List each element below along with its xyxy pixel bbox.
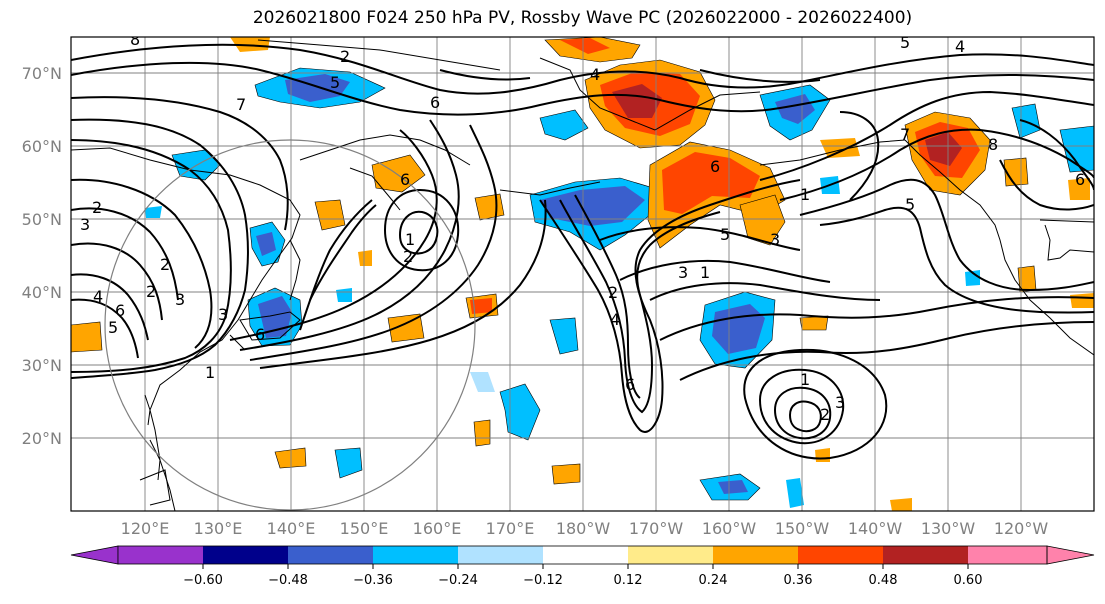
contour-label: 2 [92,198,102,217]
colorbar-high-extend [1046,545,1095,565]
colorbar-tick-label: 0.36 [784,573,813,588]
lat-label: 70°N [22,64,62,83]
contour-label: 3 [770,230,780,249]
rossby-wave-radius-circle [104,139,476,511]
lon-label: 170°W [629,519,684,538]
contour-label: 5 [330,73,340,92]
colorbar-segment [373,546,458,564]
map-frame [70,36,1095,512]
contour-label: 6 [255,325,265,344]
contour-label: 2 [160,255,170,274]
colorbar-low-extend [70,545,119,565]
contour-label: 2 [820,405,830,424]
contour-label: 6 [625,375,635,394]
contour-label: 4 [610,310,620,329]
contour-label: 1 [205,363,215,382]
contour-label: 4 [590,65,600,84]
colorbar-tick-label: 0.24 [699,573,728,588]
contour-label: 3 [80,215,90,234]
colorbar-segment [628,546,713,564]
lon-label: 140°W [848,519,903,538]
contour-label: 2 [146,282,156,301]
colorbar-frame [117,545,1048,565]
contour-label: 5 [900,33,910,52]
colorbar-segment [968,546,1047,564]
contour-label: 6 [400,170,410,189]
contour-label: 6 [1075,170,1085,189]
contour-label: 1 [800,370,810,389]
pv-contours [71,43,1094,460]
contour-label: 3 [218,305,228,324]
longitude-labels: 120°E 130°E 140°E 150°E 160°E 170°E 180°… [121,519,1049,538]
contour-label: 7 [236,95,246,114]
colorbar-tick-label: 0.12 [614,573,643,588]
colorbar-tick-label: −0.36 [353,573,393,588]
map-background [71,37,1094,511]
contour-label: 7 [900,125,910,144]
lon-label: 180°W [556,519,611,538]
contour-label: 6 [710,157,720,176]
contour-label: 5 [905,195,915,214]
contour-label: 8 [988,135,998,154]
colorbar-tick-label: −0.24 [438,573,478,588]
contour-label: 5 [108,318,118,337]
lon-label: 130°E [194,519,243,538]
lon-label: 160°W [702,519,757,538]
contour-label: 3 [175,290,185,309]
colorbar-segment [203,546,288,564]
colorbar-tick-label: −0.60 [183,573,223,588]
lon-label: 130°W [921,519,976,538]
colorbar-tick-label: 0.60 [954,573,983,588]
contour-label: 1 [700,263,710,282]
colorbar-tick-label: −0.12 [523,573,563,588]
colorbar-ticks [202,564,969,569]
lat-label: 50°N [22,210,62,229]
colorbar: −0.60 −0.48 −0.36 −0.24 −0.12 0.12 0.24 … [70,545,1095,588]
contour-label: 3 [678,263,688,282]
lon-label: 170°E [486,519,535,538]
graticule [71,37,1094,511]
lat-label: 60°N [22,137,62,156]
colorbar-segment [798,546,883,564]
lat-label: 30°N [22,356,62,375]
colorbar-tick-label: −0.48 [268,573,308,588]
colorbar-segment [883,546,968,564]
contour-label: 6 [115,301,125,320]
contour-label: 1 [405,230,415,249]
colorbar-segment [543,546,628,564]
contour-label: 1 [800,185,810,204]
contour-label: 6 [430,93,440,112]
coastlines [71,39,1094,511]
lon-label: 120°E [121,519,170,538]
latitude-labels: 70°N 60°N 50°N 40°N 30°N 20°N [22,64,62,448]
contour-label: 5 [720,225,730,244]
map-title: 2026021800 F024 250 hPa PV, Rossby Wave … [252,8,913,28]
lon-label: 150°W [775,519,830,538]
contour-label: 2 [403,247,413,266]
colorbar-tick-label: 0.48 [869,573,898,588]
lon-label: 140°E [267,519,316,538]
contour-labels: 8 5 4 6 2 7 5 1 6 2 3 2 2 1 6 4 6 5 3 2 … [80,30,1085,424]
contour-label: 3 [835,393,845,412]
lon-label: 120°W [994,519,1049,538]
colorbar-segment [288,546,373,564]
colorbar-segment [713,546,798,564]
lat-label: 40°N [22,283,62,302]
lon-label: 160°E [413,519,462,538]
contour-label: 4 [955,37,965,56]
contour-label: 8 [130,30,140,49]
lon-label: 150°E [340,519,389,538]
contour-label: 2 [340,47,350,66]
colorbar-segment [118,546,203,564]
contour-label: 2 [608,283,618,302]
lat-label: 20°N [22,429,62,448]
colorbar-segment [458,546,543,564]
contour-label: 4 [93,287,103,306]
